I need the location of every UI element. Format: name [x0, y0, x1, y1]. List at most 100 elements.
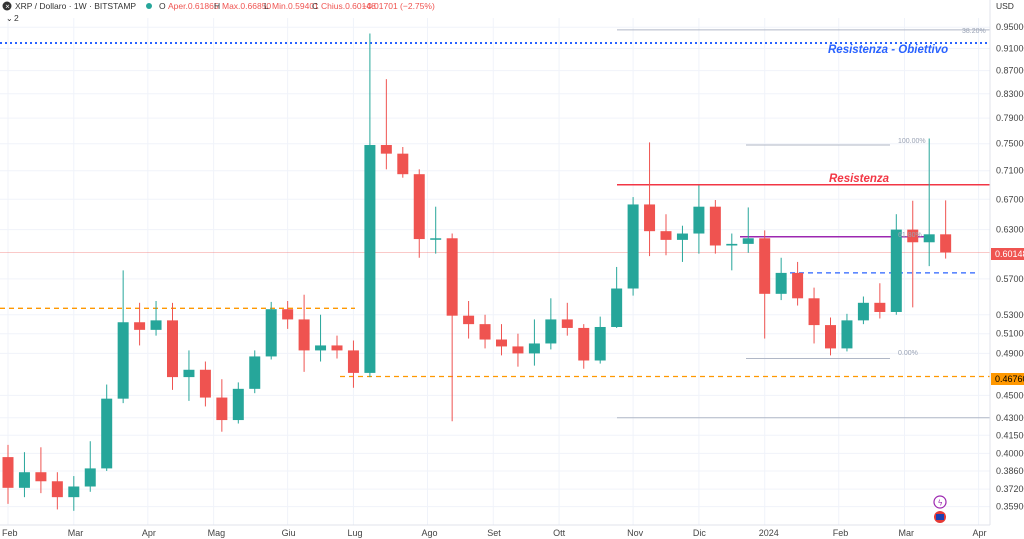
symbol-title[interactable]: XRP / Dollaro · 1W · BITSTAMP: [15, 1, 136, 11]
x-tick-label: Feb: [2, 528, 18, 538]
candle-body[interactable]: [117, 322, 129, 399]
candles: [2, 33, 952, 511]
candle-body[interactable]: [940, 234, 952, 253]
lightning-event-icon[interactable]: [933, 495, 947, 509]
candle-body[interactable]: [84, 468, 96, 487]
candle-body[interactable]: [134, 322, 146, 330]
ohlc-close-label: C: [312, 1, 318, 11]
currency-label[interactable]: USD: [996, 1, 1014, 11]
candle-body[interactable]: [627, 204, 639, 289]
candle-body[interactable]: [825, 325, 836, 349]
candle-body[interactable]: [611, 288, 623, 327]
candle-body[interactable]: [578, 327, 590, 361]
candle-body[interactable]: [101, 398, 113, 469]
candle-body[interactable]: [315, 345, 327, 351]
indicator-count[interactable]: 2: [14, 13, 19, 23]
candle-body[interactable]: [18, 472, 30, 488]
candle-body[interactable]: [512, 346, 524, 354]
candle-body[interactable]: [364, 145, 376, 373]
candle-body[interactable]: [792, 272, 804, 299]
candle-body[interactable]: [331, 345, 343, 351]
time-axis[interactable]: Feb Mar Apr Mag Giu Lug Ago Set Ott Nov Dic 2024 Feb…: [0, 524, 990, 538]
candle-body[interactable]: [561, 319, 573, 328]
candle-body[interactable]: [693, 206, 705, 234]
candle-body[interactable]: [430, 238, 442, 240]
candle-body[interactable]: [775, 272, 787, 294]
fib-100-label: 100.00%: [898, 138, 926, 145]
legend-header: ✕ XRP / Dollaro · 1W · BITSTAMP O Aper.0…: [2, 1, 1014, 23]
candle-body[interactable]: [51, 481, 63, 498]
x-tick-label: Lug: [347, 528, 362, 538]
svg-text:✕: ✕: [5, 5, 10, 11]
x-tick-label: Apr: [142, 528, 156, 538]
candle-body[interactable]: [216, 397, 228, 421]
annotations: Resistenza - Obiettivo Resistenza 100.00…: [828, 28, 986, 357]
x-tick-label: Set: [487, 528, 501, 538]
candle-body[interactable]: [446, 238, 458, 316]
candle-body[interactable]: [298, 319, 310, 351]
candle-body[interactable]: [199, 369, 211, 398]
x-tick-label: Mag: [208, 528, 226, 538]
candle-body[interactable]: [676, 233, 688, 240]
candle-body[interactable]: [890, 229, 902, 312]
fib-382-label: 38.20%: [962, 28, 986, 35]
candle-body[interactable]: [183, 369, 195, 378]
resistance-label: Resistenza: [829, 173, 890, 185]
candle-body[interactable]: [68, 486, 80, 498]
candle-body[interactable]: [594, 326, 606, 361]
ohlc-close-value: Chius.0.60148: [321, 1, 376, 11]
candle-body[interactable]: [2, 457, 14, 488]
candle-body[interactable]: [545, 319, 557, 344]
candle-body[interactable]: [742, 238, 754, 244]
xrp-logo-icon: [2, 1, 12, 11]
candle-body[interactable]: [907, 229, 919, 243]
x-tick-label: Feb: [833, 528, 849, 538]
candle-body[interactable]: [660, 231, 672, 240]
candle-body[interactable]: [857, 302, 869, 321]
candle-body[interactable]: [496, 339, 507, 347]
candle-body[interactable]: [528, 343, 540, 354]
candle-body[interactable]: [232, 388, 244, 421]
candle-body[interactable]: [167, 320, 178, 378]
candle-body[interactable]: [413, 174, 425, 240]
current-price-text: 0.60148: [995, 249, 1024, 259]
fib-618-label: 61.80%: [898, 232, 922, 239]
x-tick-label: Ott: [553, 528, 566, 538]
candle-body[interactable]: [923, 234, 935, 243]
candle-body[interactable]: [397, 153, 409, 175]
candle-body[interactable]: [35, 472, 47, 482]
candle-body[interactable]: [282, 309, 294, 320]
candle-body[interactable]: [709, 206, 721, 246]
candle-body[interactable]: [347, 350, 359, 373]
collapse-indicators-icon[interactable]: ⌄: [6, 14, 13, 23]
support-price-text: 0.46760: [995, 374, 1024, 384]
candle-body[interactable]: [726, 243, 738, 246]
candle-body[interactable]: [841, 320, 853, 349]
market-status-icon: [146, 3, 152, 9]
candle-body[interactable]: [874, 302, 886, 312]
candle-body[interactable]: [150, 320, 162, 330]
price-levels: [0, 29, 990, 419]
candle-body[interactable]: [380, 145, 392, 154]
ohlc-change: −0.01701 (−2.75%): [362, 1, 435, 11]
candle-body[interactable]: [265, 309, 277, 357]
candle-body[interactable]: [479, 324, 491, 340]
fib-0-label: 0.00%: [898, 350, 918, 357]
candle-body[interactable]: [463, 315, 475, 325]
candle-body[interactable]: [808, 298, 820, 326]
x-tick-label: Mar: [899, 528, 915, 538]
candle-body[interactable]: [644, 204, 656, 232]
candle-body[interactable]: [249, 356, 261, 389]
candle-body[interactable]: [759, 238, 771, 294]
